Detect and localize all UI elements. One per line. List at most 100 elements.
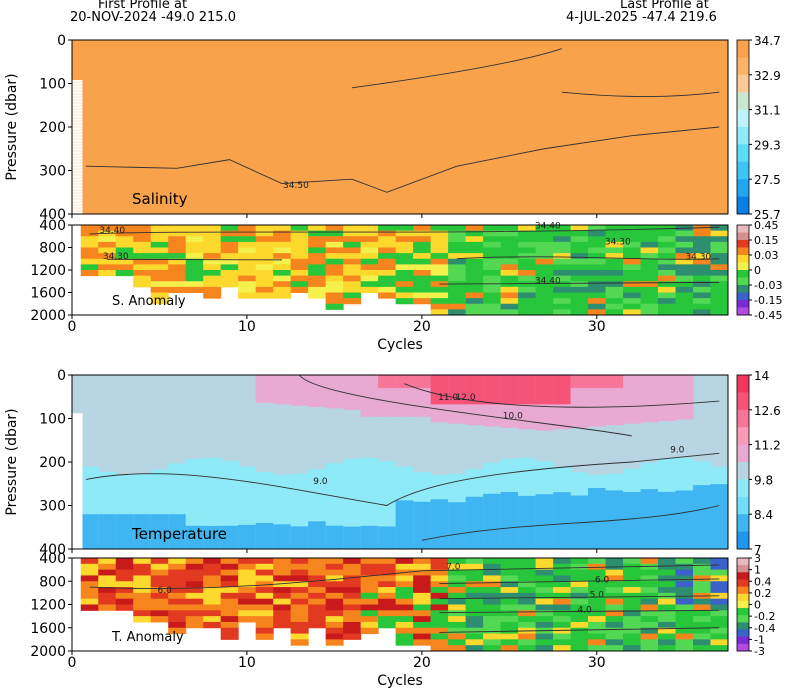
y-tick-label: 100 — [39, 77, 66, 93]
colorbar-swatch — [737, 593, 749, 602]
y-tick-label: 1600 — [30, 621, 66, 637]
y-tick-label: 400 — [39, 218, 66, 234]
x-tick-label: 0 — [68, 655, 77, 671]
y-tick-label: 400 — [39, 551, 66, 567]
x-axis-label: Cycles — [377, 673, 423, 689]
contour-label: 11.0 — [438, 393, 458, 403]
contour-label: 9.0 — [670, 445, 685, 455]
colorbar-swatch — [737, 375, 749, 393]
colorbar-tick-label: 32.9 — [754, 69, 781, 83]
contour-label: 6.0 — [158, 586, 173, 596]
y-tick-label: 1200 — [30, 598, 66, 614]
panel-label: T. Anomaly — [111, 630, 184, 645]
colorbar-swatch — [737, 479, 749, 498]
y-tick-label: 400 — [39, 207, 66, 223]
colorbar-tick-label: 0.03 — [754, 249, 779, 262]
colorbar-swatch — [737, 40, 749, 58]
panel-label: Temperature — [131, 525, 227, 543]
colorbar-swatch — [737, 629, 749, 638]
colorbar-swatch — [737, 409, 749, 428]
colorbar-swatch — [737, 496, 749, 515]
y-axis-label: Pressure (dbar) — [4, 73, 20, 180]
y-tick-label: 400 — [39, 542, 66, 558]
colorbar-swatch — [737, 270, 749, 278]
colorbar-tick-label: 0.4 — [754, 575, 772, 588]
colorbar-swatch — [737, 292, 749, 301]
colorbar-tick-label: 34.7 — [754, 34, 781, 48]
contour-label: 34.50 — [283, 181, 309, 191]
contour-label: 5.0 — [590, 591, 605, 601]
colorbar-tick-label: 0.45 — [754, 219, 779, 232]
colorbar-swatch — [737, 277, 749, 286]
colorbar-swatch — [737, 262, 749, 271]
contour-label: 34.30 — [685, 252, 711, 262]
colorbar-tick-label: 3 — [754, 552, 761, 565]
colorbar-tick-label: 27.5 — [754, 173, 781, 187]
x-tick-label: 20 — [413, 655, 431, 671]
contour-label: 4.0 — [577, 606, 592, 616]
colorbar-tick-label: 7 — [754, 543, 762, 557]
colorbar-swatch — [737, 74, 749, 93]
y-tick-label: 100 — [39, 412, 66, 428]
contour-label: 34.30 — [605, 238, 631, 248]
contour-line — [85, 374, 720, 541]
colorbar-tick-label: -0.2 — [754, 610, 775, 623]
colorbar-tick-label: 1 — [754, 564, 761, 577]
colorbar-swatch — [737, 608, 749, 616]
y-tick-label: 0 — [57, 33, 66, 49]
y-tick-label: 2000 — [30, 308, 66, 324]
colorbar-swatch — [737, 572, 749, 580]
x-tick-label: 30 — [588, 319, 606, 335]
contour-line — [89, 564, 720, 633]
colorbar-swatch — [737, 57, 749, 76]
colorbar-swatch — [737, 307, 749, 316]
colorbar-swatch — [737, 392, 749, 411]
colorbar-swatch — [737, 232, 749, 241]
colorbar-tick-label: -0.4 — [754, 622, 775, 635]
colorbar-swatch — [737, 643, 749, 652]
contour-label: 34.40 — [535, 277, 561, 287]
y-tick-label: 1200 — [30, 263, 66, 279]
colorbar-swatch — [737, 225, 749, 233]
colorbar-swatch — [737, 179, 749, 198]
colorbar-swatch — [737, 144, 749, 163]
colorbar-tick-label: 0.15 — [754, 234, 779, 247]
colorbar-swatch — [737, 462, 749, 480]
contour-label: 9.0 — [313, 477, 328, 487]
colorbar-tick-label: -1 — [754, 633, 765, 646]
panel-salinity: 34.50 0 100 200 300 400 Salinity Pressure (dbar… — [4, 33, 729, 223]
colorbar-tick-label: 8.4 — [754, 508, 773, 522]
panel-salinity-anomaly: 34.40 34.30 34.40 34.30 34.30 34.40 400 800 1200… — [30, 218, 729, 353]
y-tick-label: 800 — [39, 241, 66, 257]
y-tick-label: 300 — [39, 499, 66, 515]
y-tick-label: 0 — [57, 368, 66, 384]
contour-line — [85, 48, 720, 193]
y-tick-label: 800 — [39, 574, 66, 590]
last-profile-label: Last Profile at — [620, 0, 709, 12]
colorbar-tick-label: 11.2 — [754, 439, 781, 453]
colorbar-swatch — [737, 586, 749, 595]
panel-label: Salinity — [132, 190, 188, 208]
x-tick-label: 10 — [238, 655, 256, 671]
contour-label: 7.0 — [446, 563, 461, 573]
colorbar-tick-label: 0 — [754, 264, 761, 277]
colorbar-swatch — [737, 196, 749, 215]
colorbar-tick-label: 14 — [754, 369, 769, 383]
x-tick-label: 20 — [413, 319, 431, 335]
y-axis-label: Pressure (dbar) — [4, 408, 20, 515]
panel-temperature: 11.012.0 10.0 9.0 9.0 0 100 200 300 400 Temperatu… — [4, 368, 729, 558]
panel-label: S. Anomaly — [112, 294, 186, 309]
colorbar-tick-label: -0.45 — [754, 309, 782, 322]
y-tick-label: 1600 — [30, 286, 66, 302]
colorbar-swatch — [737, 615, 749, 623]
colorbar-swatch — [737, 285, 749, 293]
colorbar-salinity-anomaly: 0.45 0.15 0.03 0 -0.03 -0.15 -0.45 — [736, 219, 782, 322]
x-axis-label: Cycles — [377, 337, 423, 353]
contour-label: 10.0 — [503, 412, 523, 422]
colorbar-swatch — [737, 531, 749, 550]
x-tick-label: 0 — [68, 319, 77, 335]
colorbar-salinity: 34.7 32.9 31.1 29.3 27.5 25.7 — [736, 34, 781, 222]
colorbar-tick-label: -3 — [754, 645, 765, 658]
contour-label: 34.40 — [535, 221, 561, 231]
first-profile-info: 20-NOV-2024 -49.0 215.0 — [70, 10, 236, 25]
